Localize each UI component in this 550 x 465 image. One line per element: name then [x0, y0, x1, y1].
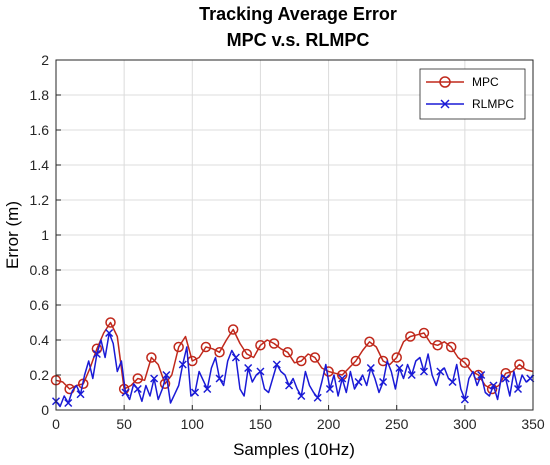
mpc-marker [200, 341, 212, 353]
mpc-marker [255, 340, 266, 351]
rlmpc-marker [162, 370, 171, 380]
mpc-marker [146, 352, 157, 363]
rlmpc-marker [256, 367, 265, 376]
rlmpc-marker [244, 363, 253, 373]
rlmpc-marker [121, 388, 130, 397]
rlmpc-marker [133, 384, 142, 394]
legend-mpc-label: MPC [472, 75, 499, 89]
x-tick-label: 150 [249, 416, 273, 432]
y-tick-label: 1.8 [30, 87, 50, 103]
rlmpc-marker [436, 367, 445, 376]
rlmpc-marker [313, 393, 322, 402]
rlmpc-marker [272, 360, 281, 369]
rlmpc-marker [448, 377, 457, 387]
rlmpc-marker [513, 384, 523, 394]
mpc-marker [432, 340, 443, 351]
chart-title: Tracking Average Error [199, 4, 397, 24]
y-tick-label: 1.4 [30, 157, 50, 173]
rlmpc-marker [489, 381, 498, 390]
x-tick-label: 100 [181, 416, 205, 432]
rlmpc-marker [366, 363, 375, 373]
legend-rlmpc-label: RLMPC [472, 97, 514, 111]
x-tick-label: 0 [52, 416, 60, 432]
mpc-marker [309, 352, 321, 363]
mpc-marker [418, 327, 430, 339]
mpc-marker [514, 359, 525, 370]
rlmpc-marker [477, 370, 486, 380]
y-tick-label: 0.2 [30, 367, 50, 383]
rlmpc-marker [297, 391, 306, 401]
mpc-marker [105, 317, 116, 328]
rlmpc-marker [64, 398, 73, 408]
rlmpc-marker [203, 384, 212, 394]
mpc-marker [296, 355, 307, 367]
rlmpc-marker [501, 374, 510, 383]
y-tick-label: 1 [41, 227, 49, 243]
mpc-marker [405, 331, 416, 342]
rlmpc-marker [325, 384, 334, 394]
y-axis-label: Error (m) [3, 201, 22, 269]
mpc-marker [459, 357, 471, 368]
x-tick-label: 250 [385, 416, 409, 432]
rlmpc-marker [231, 353, 240, 362]
rlmpc-marker [395, 363, 404, 373]
x-tick-label: 200 [317, 416, 341, 432]
x-tick-label: 300 [453, 416, 477, 432]
legend-box [419, 68, 526, 120]
y-tick-label: 0 [41, 402, 49, 418]
rlmpc-marker [215, 374, 224, 383]
x-tick-label: 50 [116, 416, 132, 432]
rlmpc-marker [178, 360, 187, 369]
rlmpc-marker [92, 349, 101, 359]
x-axis-label: Samples (10Hz) [233, 440, 355, 459]
rlmpc-marker [460, 395, 469, 404]
mpc-marker [227, 324, 239, 335]
legend: MPC RLMPC [419, 68, 526, 120]
rlmpc-marker [419, 367, 429, 376]
chart-subtitle: MPC v.s. RLMPC [227, 30, 370, 50]
rlmpc-marker [150, 374, 159, 383]
y-tick-label: 2 [41, 52, 49, 68]
rlmpc-marker [407, 370, 416, 380]
y-tick-label: 1.6 [30, 122, 50, 138]
legend-rlmpc-marker [440, 99, 450, 109]
rlmpc-marker [285, 381, 294, 390]
mpc-marker [173, 341, 184, 353]
rlmpc-marker [354, 377, 363, 387]
mpc-marker [282, 347, 293, 358]
y-tick-label: 1.2 [30, 192, 50, 208]
mpc-marker [268, 338, 280, 349]
mpc-marker [241, 348, 253, 360]
series-layer [50, 317, 535, 408]
rlmpc-marker [76, 390, 85, 399]
rlmpc-marker [379, 377, 388, 387]
mpc-marker [214, 347, 225, 358]
mpc-marker [350, 355, 362, 367]
rlmpc-marker [190, 388, 200, 397]
y-tick-label: 0.6 [30, 297, 50, 313]
y-tick-label: 0.4 [30, 332, 50, 348]
legend-mpc-marker [439, 76, 451, 88]
mpc-marker [391, 352, 402, 363]
y-tick-label: 0.8 [30, 262, 50, 278]
rlmpc-marker [105, 328, 114, 338]
mpc-marker [445, 341, 457, 353]
mpc-marker [132, 373, 144, 384]
ticks: 0 50 100 150 200 250 300 350 0 0.2 0.4 0.6 0.8 1 1.2 1.… [30, 52, 545, 432]
mpc-marker [364, 336, 375, 347]
rlmpc-marker [338, 374, 347, 383]
x-tick-label: 350 [521, 416, 545, 432]
